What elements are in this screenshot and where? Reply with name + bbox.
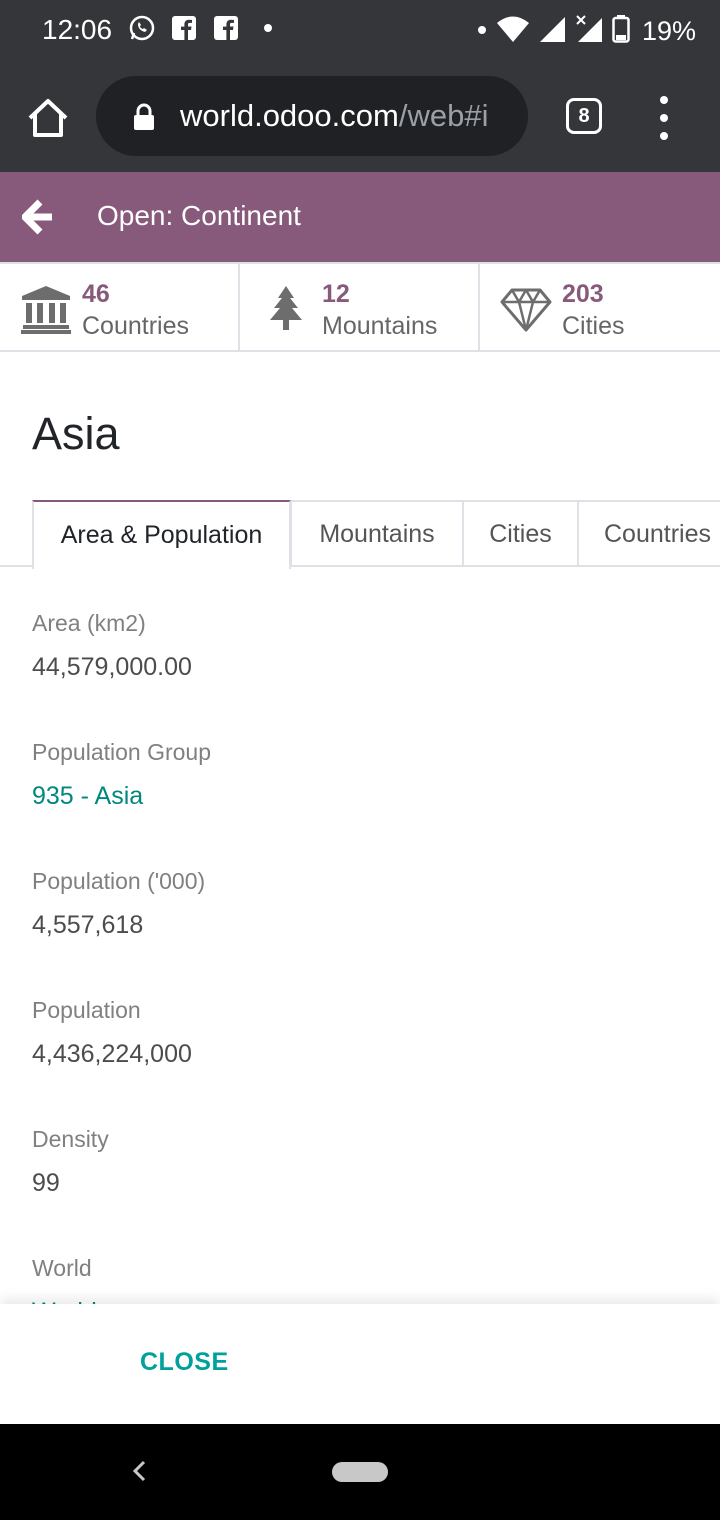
field-population-group: Population Group 935 - Asia (32, 739, 211, 811)
system-nav-bar (0, 1424, 720, 1520)
field-value: 4,557,618 (32, 911, 144, 939)
more-options-button[interactable] (652, 96, 676, 140)
url-text: world.odoo.com/web#i (180, 98, 510, 134)
cities-smart-button[interactable]: 203 Cities (480, 264, 720, 350)
mountains-smart-button[interactable]: 12 Mountains (240, 264, 480, 350)
bank-icon (21, 286, 71, 334)
tab-countries[interactable]: Countries (577, 500, 720, 567)
battery-icon (612, 15, 630, 48)
cities-count: 203 (562, 280, 604, 308)
dot-icon (476, 23, 488, 41)
tree-icon (270, 286, 302, 330)
mountains-count: 12 (322, 280, 350, 308)
field-label: Area (km2) (32, 610, 146, 636)
wifi-icon (496, 15, 530, 48)
dialog-header: Open: Continent (0, 172, 720, 262)
field-density: Density 99 (32, 1126, 109, 1198)
field-value: 99 (32, 1169, 60, 1197)
facebook-icon (212, 14, 240, 42)
tab-count: 8 (578, 104, 590, 127)
back-button[interactable] (21, 199, 54, 235)
battery-percent: 19% (641, 16, 696, 46)
nav-back-icon[interactable] (128, 1456, 150, 1486)
record-name: Asia (32, 408, 120, 459)
signal-no-data-icon (574, 14, 604, 49)
dialog-footer: CLOSE (0, 1304, 720, 1424)
field-population-thousands: Population ('000) 4,557,618 (32, 868, 205, 940)
signal-icon (538, 15, 566, 48)
countries-smart-button[interactable]: 46 Countries (0, 264, 240, 350)
home-button[interactable] (26, 96, 70, 140)
tab-mountains[interactable]: Mountains (290, 500, 464, 567)
countries-label: Countries (82, 312, 189, 340)
lock-icon (134, 103, 154, 130)
arrow-left-icon (21, 199, 52, 235)
field-label: Population (32, 997, 141, 1023)
url-path: /web#i (398, 98, 489, 133)
population-group-link[interactable]: 935 - Asia (32, 782, 144, 810)
field-value: 44,579,000.00 (32, 653, 192, 681)
whatsapp-icon (128, 14, 156, 42)
diamond-icon (500, 288, 552, 332)
smart-buttons: 46 Countries 12 Mountains 203 Cities (0, 262, 720, 352)
notebook-tabs: Area & Population Mountains Cities Count… (0, 500, 720, 569)
status-time: 12:06 (42, 14, 113, 45)
dot-icon (254, 14, 282, 42)
dialog-title: Open: Continent (97, 200, 301, 231)
system-icons: 19% (476, 14, 696, 49)
field-label: World (32, 1255, 92, 1281)
field-label: Density (32, 1126, 109, 1152)
field-value: 4,436,224,000 (32, 1040, 192, 1068)
tab-area-population[interactable]: Area & Population (32, 500, 291, 569)
close-button[interactable]: CLOSE (140, 1348, 229, 1376)
field-label: Population ('000) (32, 868, 206, 894)
home-icon (28, 99, 68, 137)
address-bar[interactable]: world.odoo.com/web#i (96, 76, 528, 156)
notification-icons (128, 14, 282, 42)
countries-count: 46 (82, 280, 110, 308)
nav-home-pill[interactable] (332, 1462, 388, 1482)
tab-switcher-button[interactable]: 8 (566, 98, 602, 134)
tab-cities[interactable]: Cities (462, 500, 579, 567)
url-host: world.odoo.com (180, 98, 399, 133)
field-label: Population Group (32, 739, 212, 765)
mountains-label: Mountains (322, 312, 438, 340)
cities-label: Cities (562, 312, 625, 340)
browser-toolbar: world.odoo.com/web#i 8 (0, 64, 720, 172)
field-area: Area (km2) 44,579,000.00 (32, 610, 192, 682)
facebook-icon (170, 14, 198, 42)
field-population: Population 4,436,224,000 (32, 997, 192, 1069)
status-bar: 12:06 19% (0, 0, 720, 64)
